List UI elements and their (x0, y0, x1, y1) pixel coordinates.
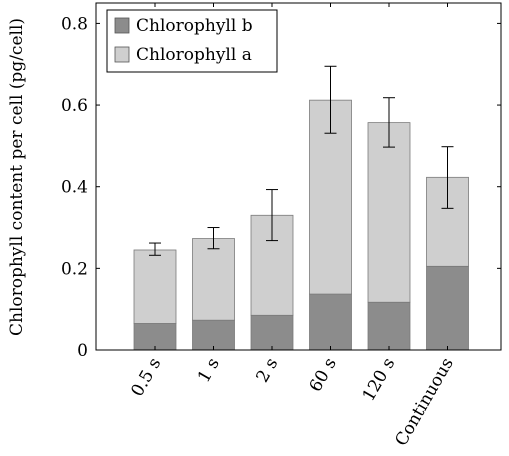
axes-layer (95, 2, 502, 351)
legend-swatch-chlorophyll-a (114, 46, 130, 63)
y-tick-label: 0.6 (61, 96, 88, 116)
error-bar-120-s (383, 97, 395, 148)
x-tick-label-continuous: Continuous (391, 355, 457, 450)
legend: Chlorophyll b Chlorophyll a (106, 9, 278, 73)
y-tick-label: 0.2 (61, 259, 88, 279)
bar-chlorophyll-b-120-s (367, 301, 411, 351)
x-tick-label-2-s: 2 s (253, 355, 283, 387)
legend-box (106, 9, 278, 73)
plot-frame (95, 2, 502, 351)
x-tick-label-120-s: 120 s (359, 355, 400, 405)
error-bar-2-s (266, 189, 278, 242)
error-bar-0-5-s (149, 242, 161, 256)
legend-swatch-chlorophyll-b (114, 17, 130, 34)
y-tick-label: 0.8 (61, 14, 88, 34)
legend-label-chlorophyll-a: Chlorophyll a (136, 45, 252, 65)
y-tick-label: 0.4 (61, 178, 88, 198)
error-bar-60-s (324, 65, 337, 134)
bar-chlorophyll-a-1-s (192, 238, 235, 321)
bar-chlorophyll-a-120-s (367, 122, 411, 303)
y-ticks-layer: 0 0.2 0.4 0.6 0.8 (61, 14, 501, 361)
bar-chlorophyll-b-2-s (250, 314, 294, 351)
x-tick-label-0-5-s: 0.5 s (127, 355, 165, 401)
x-tick-label-1-s: 1 s (194, 355, 224, 387)
y-tick-label: 0 (77, 341, 88, 361)
bars-layer (133, 99, 469, 351)
error-bar-continuous (441, 146, 454, 209)
bar-chlorophyll-b-continuous (426, 265, 469, 351)
bar-chlorophyll-a-0-5-s (133, 249, 177, 324)
y-axis-label: Chlorophyll content per cell (pg/cell) (7, 18, 27, 336)
bar-chlorophyll-b-0-5-s (133, 323, 177, 351)
x-tick-label-60-s: 60 s (306, 355, 341, 396)
error-bar-1-s (207, 227, 220, 250)
bar-chlorophyll-b-60-s (309, 293, 352, 351)
error-bars-layer (149, 65, 454, 256)
bar-chlorophyll-b-1-s (192, 319, 235, 351)
legend-label-chlorophyll-b: Chlorophyll b (136, 16, 253, 36)
